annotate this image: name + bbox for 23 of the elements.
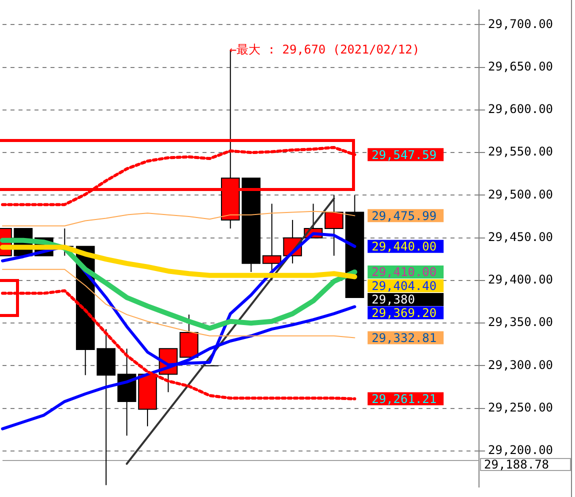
data-label: 29,404.40 [372,278,437,293]
ref-line-label: 29,188.78 [484,458,550,472]
y-tick-label: 29,700.00 [488,16,554,31]
data-label: 29,369.20 [372,306,437,320]
y-tick-label: 29,550.00 [488,144,554,159]
data-label: 29,547.59 [372,148,437,162]
y-tick-label: 29,350.00 [488,315,554,330]
y-tick-label: 29,650.00 [488,59,554,74]
y-tick-label: 29,400.00 [488,272,554,287]
data-label: 29,410.00 [372,265,437,280]
y-tick-label: 29,450.00 [488,230,554,244]
y-tick-label: 29,300.00 [488,358,554,372]
text: 29,380 [372,292,415,307]
data-label: 29,440.00 [372,239,437,254]
y-tick-label: 29,500.00 [488,187,554,202]
y-tick-label: 29,200.00 [488,443,554,458]
y-tick-label: 29,600.00 [488,102,554,116]
data-label: 29,261.21 [372,392,437,406]
y-tick-label: 29,250.00 [488,400,554,414]
data-label: 29,332.81 [372,330,437,345]
annotation: ←最大 : 29,670 (2021/02/12) [229,42,420,56]
data-label: 29,475.99 [372,208,437,223]
line-series [1,146,356,206]
